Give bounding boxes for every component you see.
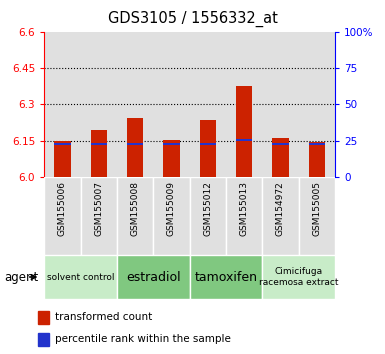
Bar	[299, 177, 335, 255]
Bar	[127, 118, 143, 177]
Bar	[272, 138, 289, 177]
Bar	[226, 32, 262, 177]
Bar	[38, 333, 49, 346]
Bar	[262, 255, 335, 299]
Bar	[199, 143, 216, 145]
Bar	[309, 143, 325, 145]
Text: GSM154972: GSM154972	[276, 181, 285, 236]
Text: GSM155008: GSM155008	[131, 181, 140, 236]
Bar	[190, 255, 262, 299]
Bar	[153, 177, 189, 255]
Bar	[127, 143, 143, 145]
Text: percentile rank within the sample: percentile rank within the sample	[55, 335, 230, 344]
Bar	[199, 120, 216, 177]
Bar	[262, 32, 299, 177]
Bar	[90, 143, 107, 145]
Bar	[163, 143, 180, 145]
Text: GSM155012: GSM155012	[203, 181, 212, 236]
Bar	[117, 177, 153, 255]
Bar	[44, 177, 80, 255]
Text: tamoxifen: tamoxifen	[194, 270, 258, 284]
Bar	[299, 32, 335, 177]
Text: GSM155006: GSM155006	[58, 181, 67, 236]
Bar	[226, 177, 262, 255]
Bar	[153, 32, 189, 177]
Bar	[309, 142, 325, 177]
Text: GSM155013: GSM155013	[239, 181, 249, 236]
Bar	[163, 139, 180, 177]
Text: GSM155009: GSM155009	[167, 181, 176, 236]
Bar	[236, 139, 252, 142]
Text: estradiol: estradiol	[126, 270, 181, 284]
Bar	[272, 143, 289, 145]
Bar	[80, 177, 117, 255]
Bar	[117, 32, 153, 177]
Text: agent: agent	[4, 270, 38, 284]
Text: transformed count: transformed count	[55, 312, 152, 322]
Text: solvent control: solvent control	[47, 273, 114, 281]
Bar	[190, 177, 226, 255]
Bar	[80, 32, 117, 177]
Bar	[90, 130, 107, 177]
Text: GSM155005: GSM155005	[312, 181, 321, 236]
Text: Cimicifuga
racemosa extract: Cimicifuga racemosa extract	[259, 267, 338, 287]
Bar	[54, 141, 70, 177]
Bar	[38, 311, 49, 324]
Bar	[44, 32, 80, 177]
Bar	[44, 255, 117, 299]
Bar	[54, 143, 70, 145]
Bar	[117, 255, 190, 299]
Bar	[236, 86, 252, 177]
Text: GDS3105 / 1556332_at: GDS3105 / 1556332_at	[107, 11, 278, 27]
Text: GSM155007: GSM155007	[94, 181, 103, 236]
Bar	[262, 177, 299, 255]
Bar	[190, 32, 226, 177]
